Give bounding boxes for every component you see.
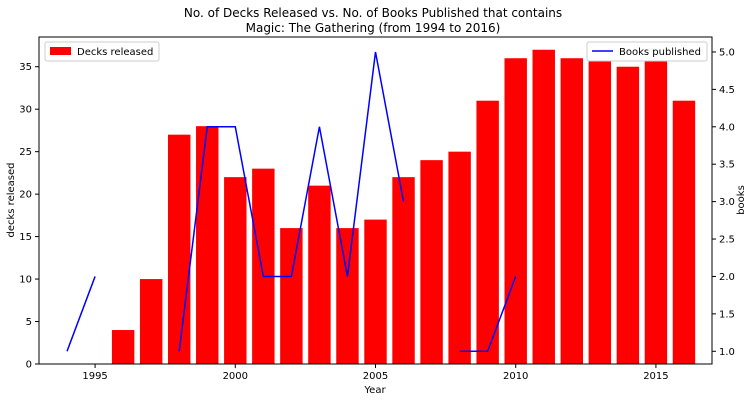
books-line-segment-1 — [66, 276, 96, 352]
bar-2016 — [672, 100, 696, 364]
bar-2005 — [364, 219, 387, 364]
y-left-tick-label-20: 20 — [19, 190, 32, 201]
x-tick-label-1995: 1995 — [82, 371, 107, 382]
y-right-tick-label-5: 5.0 — [719, 47, 735, 58]
legend-bars-swatch — [50, 47, 71, 55]
x-tick-label-2010: 2010 — [503, 371, 528, 382]
x-tick-label-2000: 2000 — [223, 371, 248, 382]
y-axis-left: 0 5 10 15 20 25 30 35 — [19, 62, 39, 371]
bar-2011 — [532, 49, 555, 365]
y-axis-right-label: books — [736, 185, 747, 215]
y-right-tick-label-2.5: 2.5 — [719, 235, 735, 246]
bar-2003 — [308, 185, 331, 364]
bar-2004 — [336, 228, 359, 364]
y-left-tick-label-25: 25 — [19, 147, 32, 158]
bar-2012 — [560, 58, 583, 364]
y-right-tick-label-3.5: 3.5 — [719, 160, 735, 171]
bar-2015 — [644, 58, 668, 364]
chart-title-line2: Magic: The Gathering (from 1994 to 2016) — [246, 21, 501, 35]
y-right-tick-label-1: 1.0 — [719, 347, 735, 358]
x-tick-label-2015: 2015 — [643, 371, 668, 382]
y-left-tick-label-30: 30 — [19, 105, 32, 116]
y-right-tick-label-1.5: 1.5 — [719, 309, 735, 320]
y-right-tick-label-4.5: 4.5 — [719, 85, 735, 96]
bar-2002 — [280, 228, 303, 364]
bar-2014 — [616, 66, 640, 364]
y-left-tick-label-10: 10 — [19, 275, 32, 286]
books-line-segment-2 — [178, 51, 405, 352]
x-tick-label-2005: 2005 — [363, 371, 388, 382]
books-line-group — [66, 51, 517, 353]
y-left-tick-label-35: 35 — [19, 62, 32, 73]
bars-group — [111, 49, 696, 365]
y-right-tick-label-3: 3.0 — [719, 197, 735, 208]
bar-2013 — [588, 58, 612, 364]
bar-2006 — [392, 177, 415, 364]
books-line-segment-3 — [459, 276, 517, 353]
bar-1996 — [111, 330, 135, 364]
x-axis-label: Year — [363, 385, 386, 396]
legend-books-label: Books published — [619, 47, 701, 58]
bar-2009 — [476, 100, 499, 364]
bar-1998 — [167, 134, 191, 364]
bar-1999 — [196, 126, 219, 365]
legend-bars-frame — [44, 41, 160, 62]
legend-books: Books published — [586, 41, 708, 62]
bar-2001 — [252, 168, 275, 364]
bar-2010 — [504, 58, 527, 364]
y-left-tick-label-5: 5 — [26, 317, 32, 328]
legend-books-frame — [586, 41, 708, 62]
y-right-tick-label-4: 4.0 — [719, 122, 735, 133]
y-right-tick-label-2: 2.0 — [719, 272, 735, 283]
legend-bars: Decks released — [44, 41, 160, 62]
legend-bars-label: Decks released — [77, 47, 153, 58]
y-left-tick-label-0: 0 — [26, 360, 32, 371]
x-axis: 1995 2000 2005 2010 2015 — [82, 364, 669, 382]
bar-2007 — [420, 160, 443, 364]
bar-2008 — [448, 151, 471, 364]
y-axis-left-label: decks released — [6, 163, 17, 238]
bar-2000 — [224, 177, 247, 364]
y-axis-right: 1.0 1.5 2.0 2.5 3.0 3.5 4.0 4.5 5.0 — [712, 47, 735, 358]
bar-1997 — [139, 279, 163, 364]
chart-title-line1: No. of Decks Released vs. No. of Books P… — [184, 6, 562, 20]
y-left-tick-label-15: 15 — [19, 232, 32, 243]
